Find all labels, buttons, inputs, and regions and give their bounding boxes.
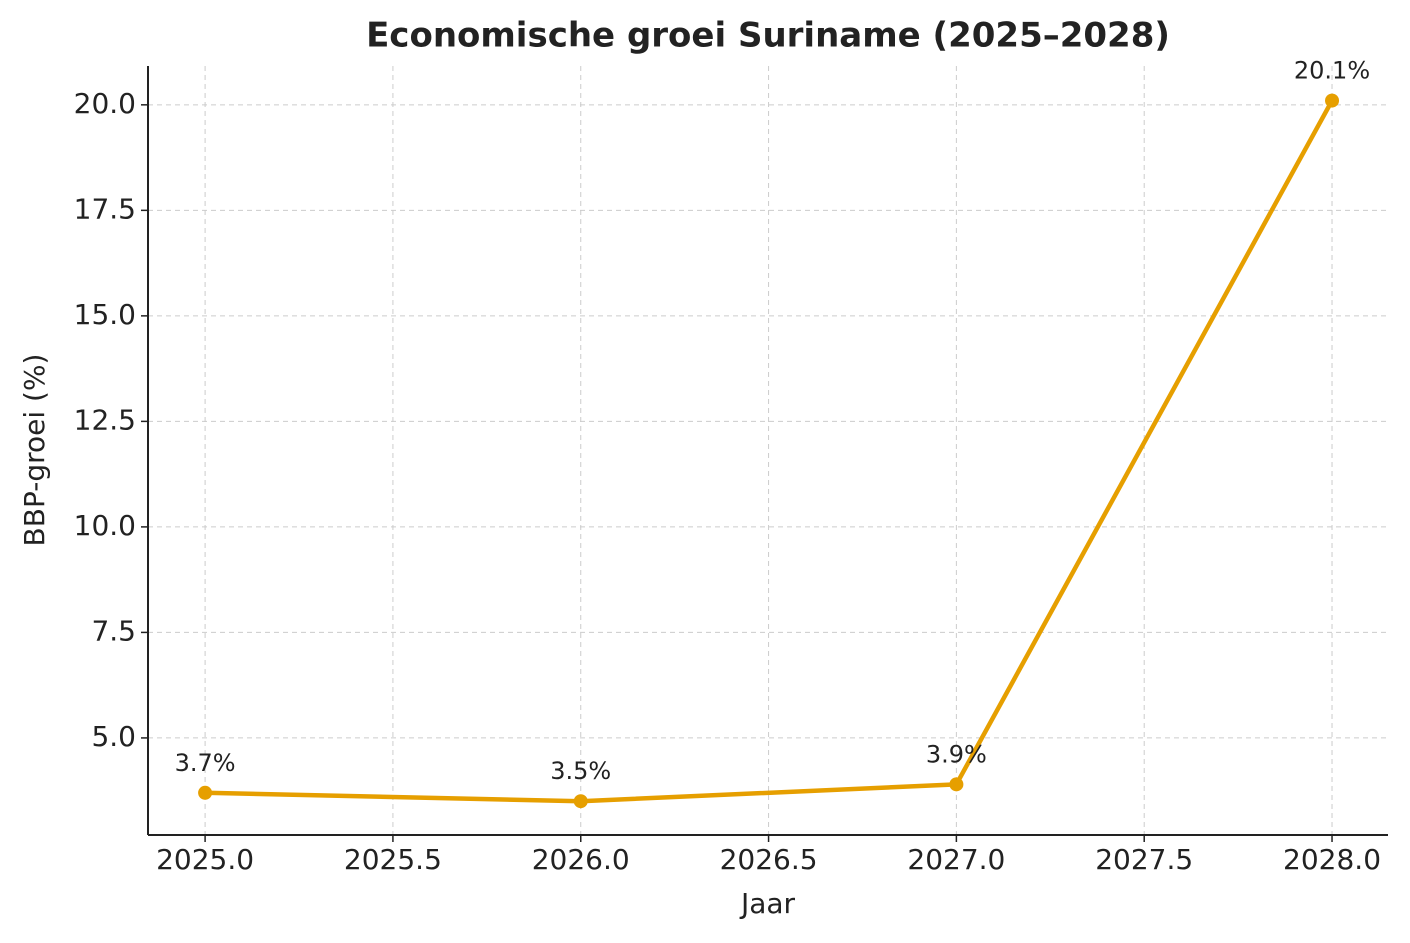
y-tick-label: 17.5 xyxy=(74,192,136,225)
y-tick-label: 12.5 xyxy=(74,403,136,436)
point xyxy=(573,794,588,809)
point xyxy=(198,785,213,800)
data-label: 20.1% xyxy=(1294,57,1370,85)
data-label: 3.5% xyxy=(550,757,611,785)
point xyxy=(1325,93,1340,108)
data-label: 3.7% xyxy=(175,749,236,777)
y-tick-label: 7.5 xyxy=(91,614,136,647)
x-tick-label: 2027.0 xyxy=(907,843,1005,876)
x-tick-label: 2026.0 xyxy=(532,843,630,876)
y-axis-label: BBP-groei (%) xyxy=(18,354,51,547)
x-axis-label: Jaar xyxy=(739,887,796,920)
y-tick-label: 5.0 xyxy=(91,720,136,753)
x-tick-label: 2025.0 xyxy=(156,843,254,876)
y-tick-label: 15.0 xyxy=(74,298,136,331)
x-tick-label: 2026.5 xyxy=(720,843,818,876)
point xyxy=(949,777,964,792)
x-tick-label: 2027.5 xyxy=(1095,843,1193,876)
y-tick-label: 20.0 xyxy=(74,87,136,120)
line xyxy=(205,99,1335,804)
x-tick-label: 2028.0 xyxy=(1283,843,1381,876)
y-tick-label: 10.0 xyxy=(74,509,136,542)
data-label: 3.9% xyxy=(926,740,987,768)
x-tick-label: 2025.5 xyxy=(344,843,442,876)
chart-title: Economische groei Suriname (2025–2028) xyxy=(366,16,1170,56)
